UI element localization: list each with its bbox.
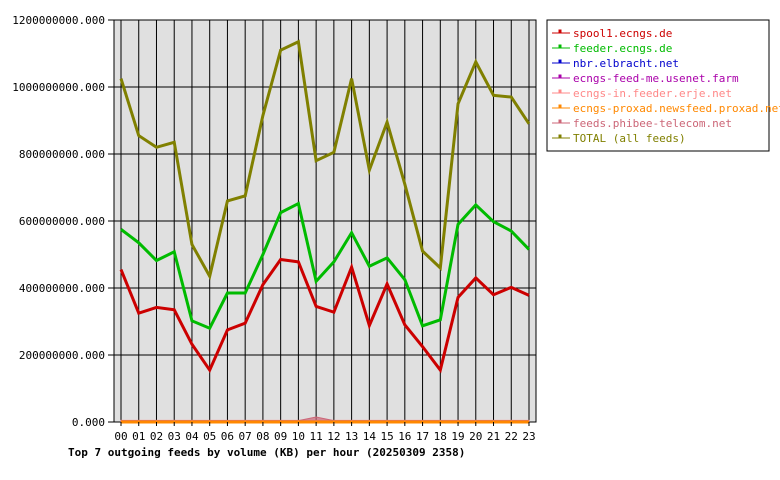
legend-item-label: TOTAL (all feeds) bbox=[573, 132, 686, 145]
legend-item-label: feeder.ecngs.de bbox=[573, 42, 672, 55]
x-tick-label: 01 bbox=[132, 430, 145, 443]
legend-swatch-marker bbox=[558, 59, 562, 63]
x-tick-label: 12 bbox=[327, 430, 340, 443]
x-tick-label: 14 bbox=[363, 430, 377, 443]
y-tick-label: 200000000.000 bbox=[19, 349, 105, 362]
x-tick-label: 23 bbox=[522, 430, 535, 443]
y-tick-label: 400000000.000 bbox=[19, 282, 105, 295]
y-tick-label: 0.000 bbox=[72, 416, 105, 429]
legend-swatch-marker bbox=[558, 104, 562, 108]
x-tick-label: 21 bbox=[487, 430, 500, 443]
x-tick-label: 07 bbox=[239, 430, 252, 443]
legend-item-label: spool1.ecngs.de bbox=[573, 27, 672, 40]
x-tick-label: 18 bbox=[434, 430, 447, 443]
y-tick-label: 600000000.000 bbox=[19, 215, 105, 228]
line-series bbox=[119, 39, 531, 424]
y-tick-label: 1200000000.000 bbox=[12, 14, 105, 27]
series-line bbox=[120, 201, 531, 331]
series-line bbox=[119, 257, 530, 374]
x-tick-label: 06 bbox=[221, 430, 234, 443]
x-tick-label: 16 bbox=[398, 430, 411, 443]
x-tick-label: 15 bbox=[380, 430, 393, 443]
legend-box bbox=[546, 19, 770, 152]
x-tick-label: 20 bbox=[469, 430, 482, 443]
x-tick-label: 17 bbox=[416, 430, 429, 443]
legend-swatch-marker bbox=[558, 119, 562, 123]
legend: spool1.ecngs.de feeder.ecngs.de nbr.elbrac… bbox=[546, 19, 780, 152]
legend-swatch-marker bbox=[558, 89, 562, 93]
x-tick-label: 11 bbox=[310, 430, 323, 443]
legend-item-label: feeds.phibee-telecom.net bbox=[573, 117, 732, 130]
y-axis-ticks: 0.000 200000000.000 400000000.000 600000000… bbox=[12, 14, 114, 429]
x-tick-label: 00 bbox=[114, 430, 127, 443]
legend-item-label: ecngs-proxad.newsfeed.proxad.net bbox=[573, 102, 780, 115]
x-axis-ticks: 00 01 02 03 04 05 06 07 08 09 10 11 12 13 14 15 16 17 18 19… bbox=[114, 422, 536, 443]
legend-swatch-marker bbox=[558, 44, 562, 48]
y-tick-label: 1000000000.000 bbox=[12, 81, 105, 94]
x-tick-label: 09 bbox=[274, 430, 287, 443]
x-tick-label: 19 bbox=[451, 430, 464, 443]
x-tick-label: 08 bbox=[256, 430, 269, 443]
x-tick-label: 13 bbox=[345, 430, 358, 443]
legend-swatch-marker bbox=[558, 74, 562, 78]
x-tick-label: 04 bbox=[185, 430, 199, 443]
series-line bbox=[119, 39, 531, 281]
legend-swatch-marker bbox=[558, 134, 562, 138]
chart-title: Top 7 outgoing feeds by volume (KB) per … bbox=[68, 446, 465, 459]
x-tick-label: 22 bbox=[505, 430, 518, 443]
x-tick-label: 05 bbox=[203, 430, 216, 443]
x-tick-label: 03 bbox=[168, 430, 181, 443]
y-tick-label: 800000000.000 bbox=[19, 148, 105, 161]
legend-item-label: ecngs-feed-me.usenet.farm bbox=[573, 72, 739, 85]
legend-swatch-marker bbox=[558, 29, 562, 33]
x-tick-label: 10 bbox=[292, 430, 305, 443]
x-tick-label: 02 bbox=[150, 430, 163, 443]
legend-item-label: nbr.elbracht.net bbox=[573, 57, 679, 70]
legend-item-label: ecngs-in.feeder.erje.net bbox=[573, 87, 732, 100]
